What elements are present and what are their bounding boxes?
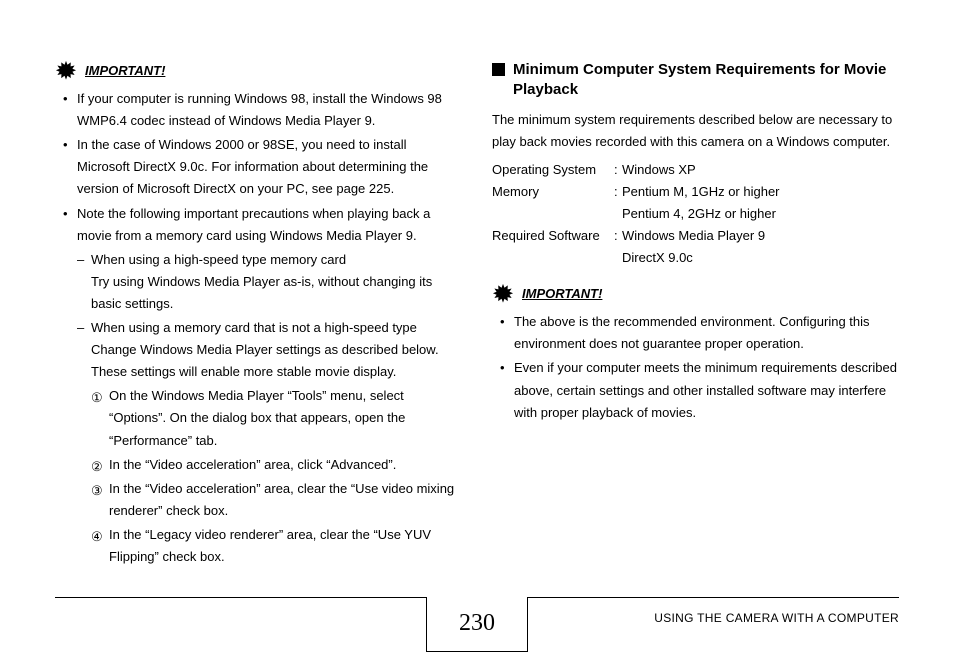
step-marker: ③ (91, 480, 103, 502)
spec-label: Required Software (492, 225, 614, 247)
bullet-text: If your computer is running Windows 98, … (77, 91, 442, 128)
spec-row: Operating System : Windows XP (492, 159, 899, 181)
dash-body: Change Windows Media Player settings as … (91, 342, 439, 379)
starburst-icon (55, 60, 77, 82)
page-number: 230 (426, 597, 528, 652)
intro-text: The minimum system requirements describe… (492, 109, 899, 153)
bullet-item: The above is the recommended environment… (514, 311, 899, 355)
important-label-left: IMPORTANT! (85, 60, 165, 82)
bullet-text: Even if your computer meets the minimum … (514, 360, 897, 419)
dash-item: When using a high-speed type memory card… (91, 249, 462, 315)
step-item: ④In the “Legacy video renderer” area, cl… (109, 524, 462, 568)
bullet-item: If your computer is running Windows 98, … (77, 88, 462, 132)
square-bullet-icon (492, 63, 505, 76)
spec-value: Pentium 4, 2GHz or higher (622, 203, 776, 225)
step-text: In the “Video acceleration” area, clear … (109, 481, 454, 518)
spec-label: Operating System (492, 159, 614, 181)
dash-lead: When using a memory card that is not a h… (91, 320, 417, 335)
dash-lead: When using a high-speed type memory card (91, 252, 346, 267)
spec-value: DirectX 9.0c (622, 247, 693, 269)
spec-value: Windows XP (622, 159, 696, 181)
bullet-item: Even if your computer meets the minimum … (514, 357, 899, 423)
spec-colon: : (614, 225, 622, 247)
right-column: Minimum Computer System Requirements for… (492, 60, 899, 550)
starburst-icon (492, 283, 514, 305)
footer-section-label: USING THE CAMERA WITH A COMPUTER (654, 598, 899, 628)
step-item: ①On the Windows Media Player “Tools” men… (109, 385, 462, 451)
spec-colon: : (614, 159, 622, 181)
bullet-text: In the case of Windows 2000 or 98SE, you… (77, 137, 428, 196)
step-item: ②In the “Video acceleration” area, click… (109, 454, 462, 476)
step-marker: ② (91, 456, 103, 478)
right-bullet-list: The above is the recommended environment… (492, 311, 899, 423)
spec-value: Pentium M, 1GHz or higher (622, 181, 780, 203)
spec-row: Memory : Pentium M, 1GHz or higher (492, 181, 899, 203)
spec-label: Memory (492, 181, 614, 203)
spec-table: Operating System : Windows XP Memory : P… (492, 159, 899, 269)
bullet-item: Note the following important precautions… (77, 203, 462, 569)
dash-body: Try using Windows Media Player as-is, wi… (91, 274, 432, 311)
spec-row: Pentium 4, 2GHz or higher (492, 203, 899, 225)
section-heading: Minimum Computer System Requirements for… (492, 60, 899, 101)
spec-colon: : (614, 181, 622, 203)
left-column: IMPORTANT! If your computer is running W… (55, 60, 462, 550)
step-marker: ① (91, 387, 103, 409)
step-text: On the Windows Media Player “Tools” menu… (109, 388, 405, 447)
dash-list: When using a high-speed type memory card… (77, 249, 462, 568)
bullet-item: In the case of Windows 2000 or 98SE, you… (77, 134, 462, 200)
step-text: In the “Legacy video renderer” area, cle… (109, 527, 431, 564)
step-text: In the “Video acceleration” area, click … (109, 457, 396, 472)
bullet-text: The above is the recommended environment… (514, 314, 870, 351)
bullet-text: Note the following important precautions… (77, 206, 430, 243)
left-bullet-list: If your computer is running Windows 98, … (55, 88, 462, 568)
important-header-right: IMPORTANT! (492, 283, 899, 305)
step-item: ③In the “Video acceleration” area, clear… (109, 478, 462, 522)
page-content: IMPORTANT! If your computer is running W… (0, 0, 954, 550)
important-label-right: IMPORTANT! (522, 283, 602, 305)
step-marker: ④ (91, 526, 103, 548)
page-footer: 230 USING THE CAMERA WITH A COMPUTER (55, 597, 899, 628)
dash-item: When using a memory card that is not a h… (91, 317, 462, 568)
spec-row: Required Software : Windows Media Player… (492, 225, 899, 247)
important-header-left: IMPORTANT! (55, 60, 462, 82)
section-title-text: Minimum Computer System Requirements for… (513, 60, 899, 101)
spec-value: Windows Media Player 9 (622, 225, 765, 247)
numbered-steps: ① On the Windows Media Player “Tools” men… (91, 385, 462, 568)
spec-row: DirectX 9.0c (492, 247, 899, 269)
